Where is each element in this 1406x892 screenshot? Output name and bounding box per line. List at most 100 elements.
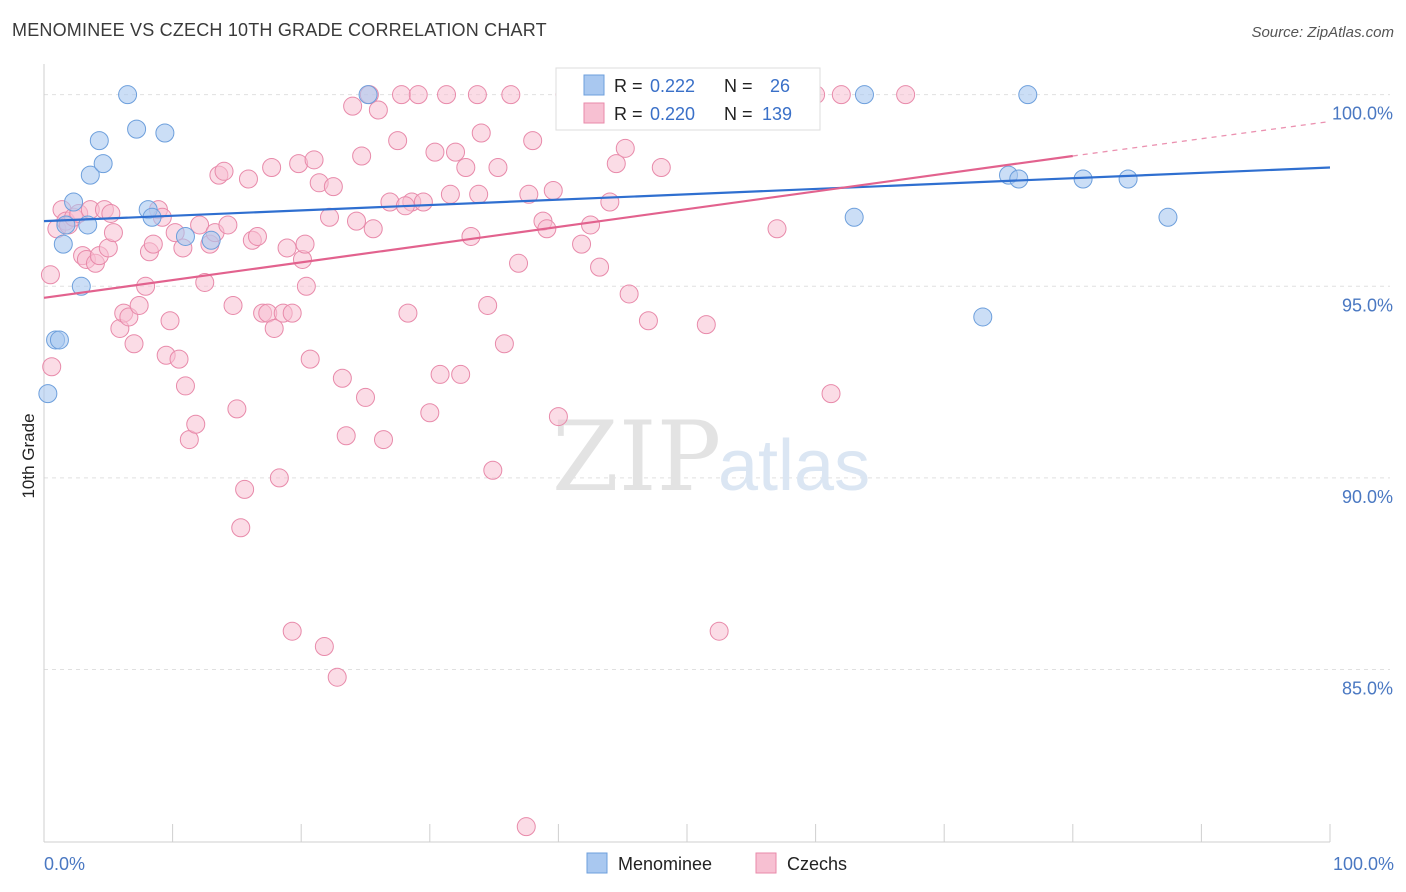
menominee-point bbox=[1158, 207, 1178, 227]
y-tick-label: 95.0% bbox=[1342, 295, 1393, 315]
menominee-point bbox=[1009, 169, 1029, 189]
czech-point bbox=[214, 161, 234, 181]
czech-point bbox=[190, 215, 210, 235]
czech-point bbox=[392, 85, 412, 105]
czech-point bbox=[430, 364, 450, 384]
menominee-point bbox=[854, 85, 874, 105]
y-tick-labels: 85.0% 90.0% 95.0% 100.0% bbox=[1332, 104, 1393, 699]
czech-point bbox=[169, 349, 189, 369]
menominee-point bbox=[53, 234, 73, 254]
czech-point bbox=[523, 131, 543, 151]
czech-point bbox=[124, 334, 144, 354]
czech-point bbox=[478, 295, 498, 315]
czech-point bbox=[388, 131, 408, 151]
czech-point bbox=[195, 272, 215, 292]
czech-points bbox=[40, 85, 916, 837]
czech-point bbox=[451, 364, 471, 384]
czech-point bbox=[516, 817, 536, 837]
y-tick-label: 100.0% bbox=[1332, 104, 1393, 124]
czech-point bbox=[282, 621, 302, 641]
czech-point bbox=[186, 414, 206, 434]
czech-point bbox=[543, 180, 563, 200]
czech-point bbox=[896, 85, 916, 105]
czech-point bbox=[300, 349, 320, 369]
czech-point bbox=[231, 518, 251, 538]
menominee-point bbox=[64, 192, 84, 212]
legend-n-label-czech: N = bbox=[724, 104, 753, 124]
axes bbox=[43, 64, 1331, 843]
trend-lines bbox=[43, 120, 1331, 299]
czech-point bbox=[336, 426, 356, 446]
czech-point bbox=[235, 479, 255, 499]
menominee-point bbox=[118, 85, 138, 105]
czech-point bbox=[709, 621, 729, 641]
menominee-point bbox=[973, 307, 993, 327]
czech-point bbox=[456, 157, 476, 177]
czech-point bbox=[296, 276, 316, 296]
czech-point bbox=[696, 315, 716, 335]
legend-r-value-menominee: 0.222 bbox=[650, 76, 695, 96]
czech-point bbox=[282, 303, 302, 323]
czech-point bbox=[103, 223, 123, 243]
czech-point bbox=[269, 468, 289, 488]
czech-point bbox=[501, 85, 521, 105]
gridlines bbox=[44, 94, 1390, 671]
czech-point bbox=[437, 85, 457, 105]
czech-point bbox=[227, 399, 247, 419]
czech-point bbox=[572, 234, 592, 254]
czech-point bbox=[368, 100, 388, 120]
czech-point bbox=[590, 257, 610, 277]
czech-point bbox=[101, 203, 121, 223]
czech-point bbox=[606, 154, 626, 174]
czech-point bbox=[398, 303, 418, 323]
legend-series: Menominee Czechs bbox=[586, 852, 847, 874]
czech-point bbox=[509, 253, 529, 273]
menominee-point bbox=[56, 215, 76, 235]
x-tick-label-min: 0.0% bbox=[44, 854, 85, 874]
czech-point bbox=[638, 311, 658, 331]
watermark-atlas: atlas bbox=[718, 426, 870, 506]
czech-point bbox=[363, 219, 383, 239]
czech-point bbox=[218, 215, 238, 235]
menominee-point bbox=[49, 330, 69, 350]
czech-point bbox=[238, 169, 258, 189]
czech-point bbox=[295, 234, 315, 254]
menominee-point bbox=[80, 165, 100, 185]
y-tick-label: 90.0% bbox=[1342, 487, 1393, 507]
czech-point bbox=[40, 265, 60, 285]
czech-point bbox=[277, 238, 297, 258]
czech-point bbox=[494, 334, 514, 354]
legend-swatch-czech bbox=[583, 102, 605, 124]
czech-point bbox=[129, 295, 149, 315]
menominee-point bbox=[93, 154, 113, 174]
czech-point bbox=[264, 318, 284, 338]
menominee-point bbox=[89, 131, 109, 151]
czech-point bbox=[374, 430, 394, 450]
source-label: Source: ZipAtlas.com bbox=[1251, 24, 1394, 41]
legend-bottom-label-czech: Czechs bbox=[787, 854, 847, 874]
watermark: ZIP atlas bbox=[552, 401, 870, 513]
czech-point bbox=[223, 295, 243, 315]
legend-r-label-czech: R = bbox=[614, 104, 643, 124]
menominee-point bbox=[358, 85, 378, 105]
menominee-point bbox=[127, 119, 147, 139]
czech-point bbox=[175, 376, 195, 396]
chart-title: MENOMINEE VS CZECH 10TH GRADE CORRELATIO… bbox=[12, 20, 547, 40]
watermark-zip: ZIP bbox=[552, 401, 721, 513]
czech-point bbox=[413, 192, 433, 212]
czech-trend-line bbox=[43, 154, 1073, 299]
legend-bottom-swatch-menominee bbox=[586, 852, 608, 874]
czech-point bbox=[461, 226, 481, 246]
menominee-point bbox=[1118, 169, 1138, 189]
czech-point bbox=[262, 157, 282, 177]
czech-point bbox=[767, 219, 787, 239]
czech-point bbox=[332, 368, 352, 388]
czech-point bbox=[304, 150, 324, 170]
czech-point bbox=[651, 157, 671, 177]
menominee-points bbox=[38, 85, 1178, 404]
czech-point bbox=[319, 207, 339, 227]
czech-point bbox=[160, 311, 180, 331]
legend-r-value-czech: 0.220 bbox=[650, 104, 695, 124]
czech-point bbox=[548, 407, 568, 427]
